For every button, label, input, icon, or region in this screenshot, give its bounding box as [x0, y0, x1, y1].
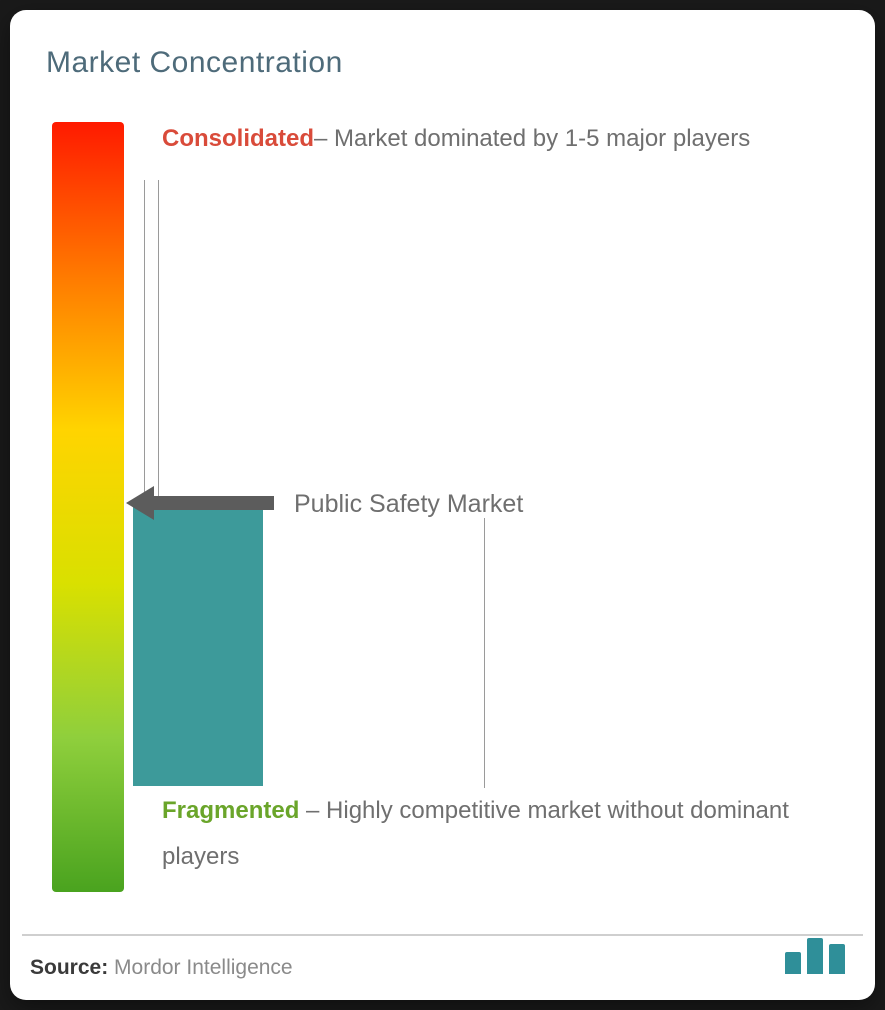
consolidated-description: Consolidated– Market dominated by 1-5 ma…	[162, 116, 819, 162]
consolidated-text: – Market dominated by 1-5 major players	[314, 125, 750, 152]
guide-line	[144, 180, 145, 500]
mordor-logo-icon	[785, 938, 855, 980]
logo-bar	[807, 938, 823, 974]
main-area: Consolidated– Market dominated by 1-5 ma…	[46, 122, 839, 902]
logo-bar	[829, 944, 845, 974]
concentration-gradient-bar	[52, 122, 124, 892]
source-label: Source:	[30, 956, 108, 979]
market-label: Public Safety Market	[294, 490, 523, 519]
arrow-shaft	[152, 496, 274, 510]
consolidated-keyword: Consolidated	[162, 125, 314, 152]
indicator-arrow	[126, 486, 274, 520]
fragmented-keyword: Fragmented	[162, 797, 299, 824]
indicator-fill-box	[133, 502, 263, 786]
source-attribution: Source: Mordor Intelligence	[30, 956, 293, 980]
label-connector-line	[484, 518, 485, 788]
arrow-head-icon	[126, 486, 154, 520]
footer: Source: Mordor Intelligence	[10, 926, 875, 980]
guide-line	[158, 180, 159, 500]
infographic-card: Market Concentration Consolidated– Marke…	[10, 10, 875, 1000]
fragmented-description: Fragmented – Highly competitive market w…	[162, 788, 819, 879]
source-value: Mordor Intelligence	[108, 956, 292, 979]
logo-bar	[785, 952, 801, 974]
page-title: Market Concentration	[46, 46, 839, 80]
